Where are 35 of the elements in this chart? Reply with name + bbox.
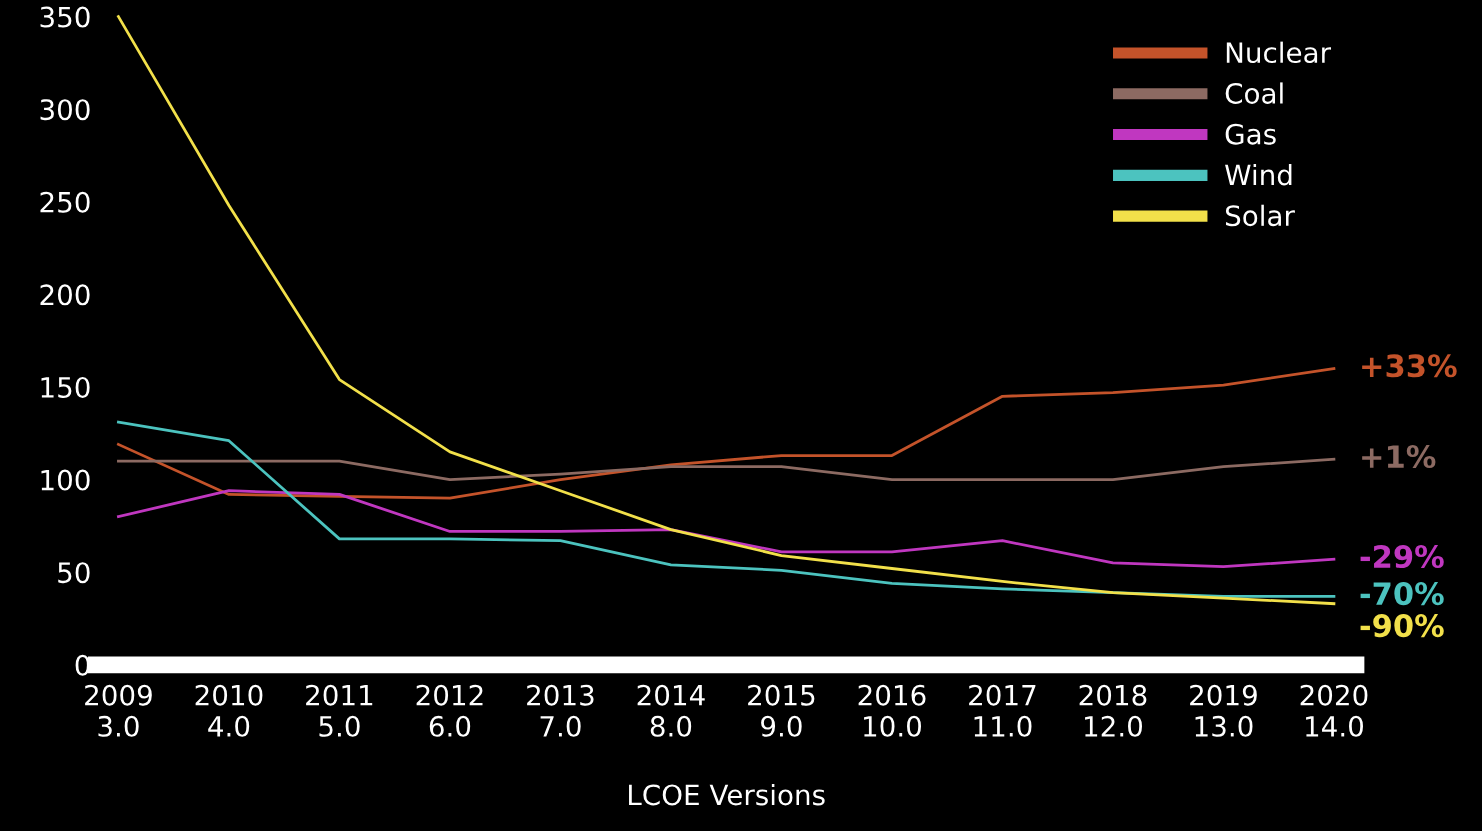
y-tick-label: 150 — [41, 376, 90, 398]
line-series — [117, 457, 1336, 481]
legend-label: Nuclear — [1226, 41, 1332, 64]
legend-label: Gas — [1225, 123, 1276, 145]
x-tick-label: 2019 13.0 — [1190, 684, 1257, 737]
y-tick-label: 300 — [40, 99, 90, 121]
text: -70% — [1360, 582, 1444, 606]
x-tick-label: 2014 8.0 — [637, 684, 705, 737]
line-series — [117, 367, 1336, 500]
legend-label: Solar — [1225, 204, 1295, 227]
x-tick-label: 2010 4.0 — [195, 684, 263, 737]
x-tick-label: 2012 6.0 — [416, 684, 483, 737]
x-tick-label: 2009 3.0 — [85, 684, 152, 737]
legend-label: Wind — [1225, 163, 1292, 186]
x-tick-label: 2016 10.0 — [858, 684, 926, 737]
legend-label: Coal — [1225, 82, 1283, 104]
y-tick-label: 100 — [41, 469, 90, 491]
line-series — [117, 15, 1336, 606]
y-tick-label: 350 — [40, 6, 90, 28]
text: -29% — [1360, 544, 1444, 569]
x-tick-label: 2018 12.0 — [1079, 684, 1147, 737]
x-tick-label: 2011 5.0 — [306, 684, 373, 737]
line-series — [117, 489, 1336, 569]
x-tick-label: 2017 11.0 — [969, 684, 1036, 737]
text: +1% — [1362, 444, 1436, 469]
x-tick-label: 2013 7.0 — [527, 684, 594, 737]
x-axis-title: LCOE Versions — [629, 783, 825, 806]
x-tick-label: 2015 9.0 — [748, 684, 815, 737]
x-tick-label: 2020 14.0 — [1300, 684, 1368, 737]
text: -90% — [1360, 614, 1444, 638]
y-tick-label: 200 — [40, 284, 90, 306]
y-tick-label: 250 — [40, 191, 90, 213]
y-tick-label: 50 — [58, 562, 90, 584]
line-series — [117, 420, 1336, 598]
text: +33% — [1362, 354, 1457, 378]
